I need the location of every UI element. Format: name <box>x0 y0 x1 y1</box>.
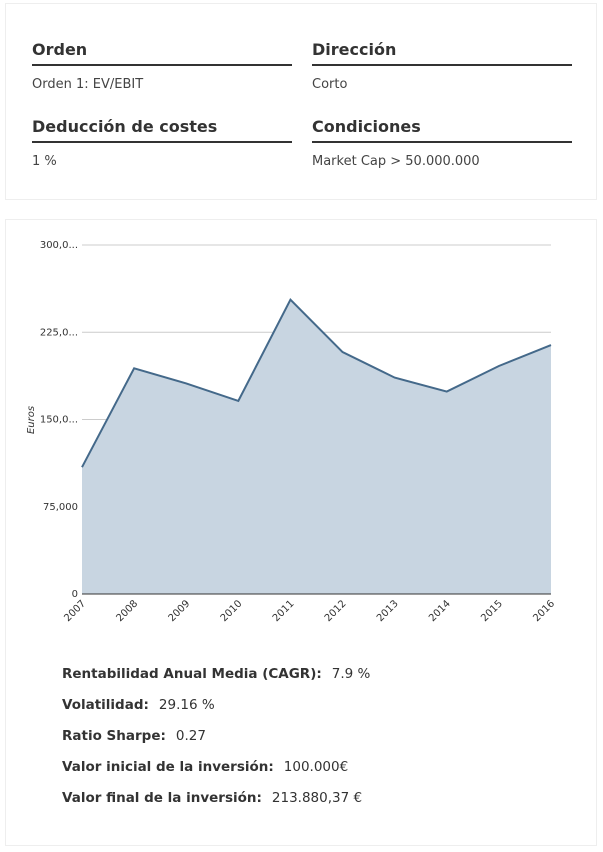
y-tick-label: 300,0... <box>40 240 78 251</box>
stat-label: Ratio Sharpe: <box>62 728 166 744</box>
x-tick-label: 2013 <box>375 598 401 624</box>
stat: Ratio Sharpe: 0.27 <box>62 728 206 744</box>
area <box>82 299 551 594</box>
y-axis-label: Euros <box>26 406 37 434</box>
field: Deducción de costes 1 % <box>32 117 292 169</box>
stat-value: 0.27 <box>175 728 206 744</box>
stat: Valor inicial de la inversión: 100.000€ <box>62 759 348 775</box>
x-tick-label: 2016 <box>531 598 557 624</box>
field-value: Orden 1: EV/EBIT <box>32 77 144 92</box>
field-label: Orden <box>32 40 292 66</box>
stat-value: 29.16 % <box>158 697 215 713</box>
info-card: Orden Orden 1: EV/EBIT Dirección Corto Ded… <box>5 3 597 200</box>
x-tick-label: 2007 <box>62 598 88 624</box>
x-tick-label: 2009 <box>167 598 193 624</box>
field: Dirección Corto <box>312 40 572 92</box>
field-value: Market Cap > 50.000.000 <box>312 154 480 169</box>
stat: Volatilidad: 29.16 % <box>62 697 215 713</box>
y-tick-label: 0 <box>72 589 78 600</box>
x-tick-label: 2008 <box>114 598 140 624</box>
y-tick-label: 225,0... <box>40 327 78 338</box>
stat-label: Valor inicial de la inversión: <box>62 759 274 775</box>
stat-label: Rentabilidad Anual Media (CAGR): <box>62 666 322 682</box>
field: Orden Orden 1: EV/EBIT <box>32 40 292 92</box>
y-tick-label: 75,000 <box>43 502 78 513</box>
field-label: Deducción de costes <box>32 117 292 143</box>
line <box>81 297 552 468</box>
x-tick-label: 2011 <box>271 598 297 624</box>
stat: Valor final de la inversión: 213.880,37 € <box>62 790 362 806</box>
x-tick-label: 2015 <box>479 598 505 624</box>
stat: Rentabilidad Anual Media (CAGR): 7.9 % <box>62 666 370 682</box>
stat-value: 100.000€ <box>283 759 349 775</box>
field-value: Corto <box>312 77 348 92</box>
stat-label: Valor final de la inversión: <box>62 790 262 806</box>
field-label: Dirección <box>312 40 572 66</box>
stat-label: Volatilidad: <box>62 697 149 713</box>
x-tick-label: 2014 <box>427 598 453 624</box>
field: Condiciones Market Cap > 50.000.000 <box>312 117 572 169</box>
field-value: 1 % <box>32 154 57 169</box>
field-label: Condiciones <box>312 117 572 143</box>
y-tick-label: 150,0... <box>40 415 78 426</box>
stat-value: 7.9 % <box>331 666 371 682</box>
chart-card: Euros 0 75,000 150,0... 225,0... 300,0... 200… <box>5 219 597 846</box>
stat-value: 213.880,37 € <box>271 790 363 806</box>
chart: Euros 0 75,000 150,0... 225,0... 300,0... 200… <box>26 240 557 624</box>
x-tick-label: 2010 <box>219 598 245 624</box>
x-tick-label: 2012 <box>323 598 349 624</box>
